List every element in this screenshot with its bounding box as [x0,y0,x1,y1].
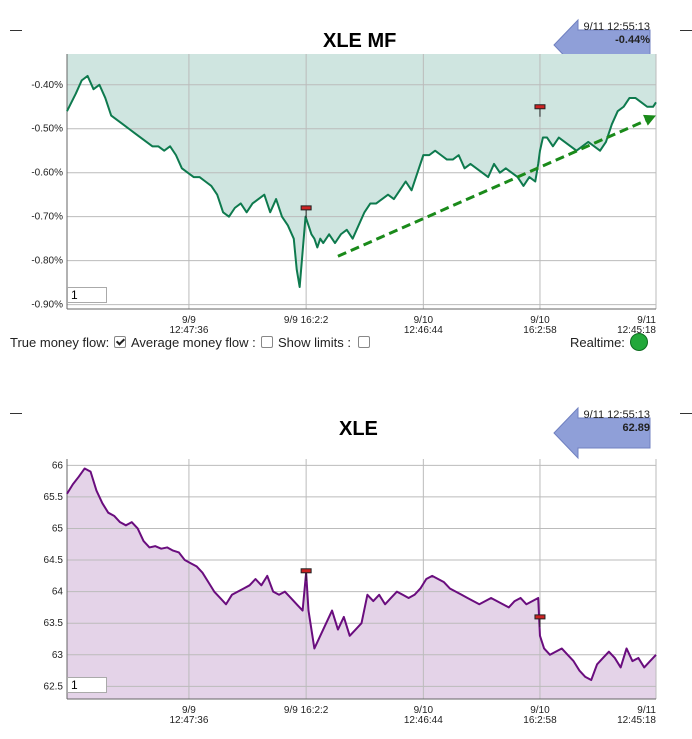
mf-marker [300,205,312,211]
mf-xtick-label: 12:45:18 [617,325,656,336]
show-limits-checkbox[interactable] [358,336,370,348]
px-area-fill [67,468,656,699]
mf-chart: -0.40%-0.50%-0.60%-0.70%-0.80%-0.90%9/91… [31,54,657,336]
true-money-flow-checkbox[interactable] [114,336,126,348]
mf-xtick-label: 12:47:36 [169,325,208,336]
px-xtick-label: 9/9 16:2:2 [284,705,329,716]
px-ytick-label: 64 [52,587,64,598]
px-tooltip-time: 9/11 12:55:13 [583,409,650,421]
mf-xtick-label: 9/9 16:2:2 [284,315,329,326]
realtime-indicator-icon[interactable] [630,333,648,351]
px-marker [300,568,312,574]
mf-xtick-label: 16:2:58 [523,325,557,336]
mf-ytick-label: -0.60% [31,168,63,179]
average-money-flow-checkbox[interactable] [261,336,273,348]
px-ytick-label: 65.5 [44,492,64,503]
mf-xtick-label: 9/9 [182,315,196,326]
mf-ytick-label: -0.90% [31,300,63,311]
px-marker [534,614,546,620]
px-tooltip: 9/11 12:55:13 62.89 [552,406,652,460]
px-ytick-label: 66 [52,460,64,471]
px-tooltip-value: 62.89 [622,422,650,434]
mf-xtick-label: 9/10 [414,315,434,326]
mf-xtick-label: 9/10 [530,315,550,326]
px-xtick-label: 9/11 [637,705,656,716]
px-xtick-label: 9/9 [182,705,196,716]
px-xtick-label: 9/10 [530,705,550,716]
px-ytick-label: 63.5 [44,618,64,629]
mf-tooltip-value: -0.44% [615,34,650,46]
window-dash-left-2 [10,413,22,414]
arrow-left-tooltip-icon [553,406,651,460]
mf-ytick-label: -0.50% [31,124,63,135]
px-ytick-label: 65 [52,523,64,534]
px-xtick-label: 16:2:58 [523,715,557,726]
px-xtick-label: 9/10 [414,705,434,716]
average-money-flow-label: Average money flow : [131,335,256,350]
px-xtick-label: 12:46:44 [404,715,443,726]
mf-marker [534,104,546,110]
realtime-label: Realtime: [570,335,625,350]
window-dash-right-2 [680,413,692,414]
mf-ytick-label: -0.40% [31,80,63,91]
mf-zoom-input[interactable] [67,287,107,303]
window-dash-left [10,30,22,31]
mf-xtick-label: 12:46:44 [404,325,443,336]
mf-ytick-label: -0.70% [31,212,63,223]
px-xtick-label: 12:45:18 [617,715,656,726]
mf-tooltip-time: 9/11 12:55:13 [583,21,650,33]
px-xtick-label: 12:47:36 [169,715,208,726]
px-ytick-label: 64.5 [44,555,64,566]
mf-xtick-label: 9/11 [637,315,656,326]
mf-area-fill [67,54,656,288]
px-chart: 66 65.5 65 64.5 64 63.5 63 62.5 9/912:47:36 9/9 1… [44,459,657,726]
chart-controls: True money flow: Average money flow : Sh… [10,333,670,353]
mf-chart-title: XLE MF [323,30,397,52]
mf-trend-arrowhead [643,114,656,126]
true-money-flow-label: True money flow: [10,335,110,350]
px-chart-title: XLE [339,418,378,440]
window-dash-right [680,30,692,31]
show-limits-label: Show limits : [278,335,351,350]
px-zoom-input[interactable] [67,677,107,693]
mf-trend-line [337,118,649,258]
px-ytick-label: 63 [52,650,64,661]
mf-series-line [66,74,657,289]
px-series-line [66,467,657,682]
mf-ytick-label: -0.80% [31,256,63,267]
px-ytick-label: 62.5 [44,681,64,692]
